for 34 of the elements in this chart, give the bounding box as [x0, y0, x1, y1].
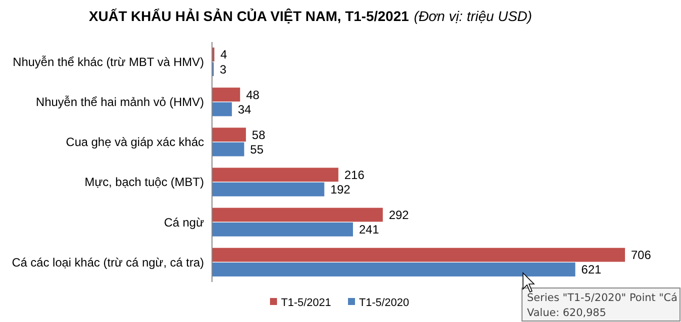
data-label: 34: [238, 102, 252, 116]
text: Value: 620,985: [527, 307, 606, 319]
bar: [212, 102, 232, 116]
bar: [212, 88, 240, 102]
bar: [212, 182, 324, 196]
data-label: 55: [250, 142, 264, 156]
y-tick-label: Cá các loại khác (trừ cá ngừ, cá tra): [12, 255, 204, 270]
data-label: 4: [220, 48, 228, 62]
bar: [212, 262, 576, 276]
data-label: 241: [358, 222, 380, 237]
bar: [212, 208, 383, 222]
data-label: 192: [330, 182, 351, 197]
data-label: 621: [581, 262, 602, 277]
legend-label: T1-5/2020: [359, 296, 410, 309]
chart-title: XUẤT KHẨU HẢI SẢN CỦA VIỆT NAM, T1-5/2021: [88, 8, 410, 24]
data-label: 216: [344, 168, 365, 182]
bar: [212, 142, 244, 156]
data-label: 292: [388, 208, 410, 222]
y-tick-label: Cá ngừ: [164, 215, 204, 230]
y-tick-label: Mực, bạch tuộc (MBT): [84, 175, 204, 190]
data-label: 3: [220, 62, 227, 76]
bar: [212, 128, 246, 142]
data-label: 706: [631, 248, 652, 262]
y-tick-label: Nhuyễn thể khác (trừ MBT và HMV): [12, 55, 204, 70]
bar: [212, 248, 625, 262]
data-label: 58: [252, 128, 266, 142]
legend-label: T1-5/2021: [281, 296, 332, 309]
data-label: 48: [246, 88, 260, 102]
y-tick-label: Nhuyễn thể hai mảnh vỏ (HMV): [36, 95, 204, 110]
y-tick-label: Cua ghẹ và giáp xác khác: [66, 135, 204, 150]
bar: [212, 222, 353, 236]
text: Series "T1-5/2020" Point "Cá: [527, 292, 678, 304]
chart-subtitle: (Đơn vị: triệu USD): [414, 8, 532, 24]
bar: [212, 168, 338, 182]
